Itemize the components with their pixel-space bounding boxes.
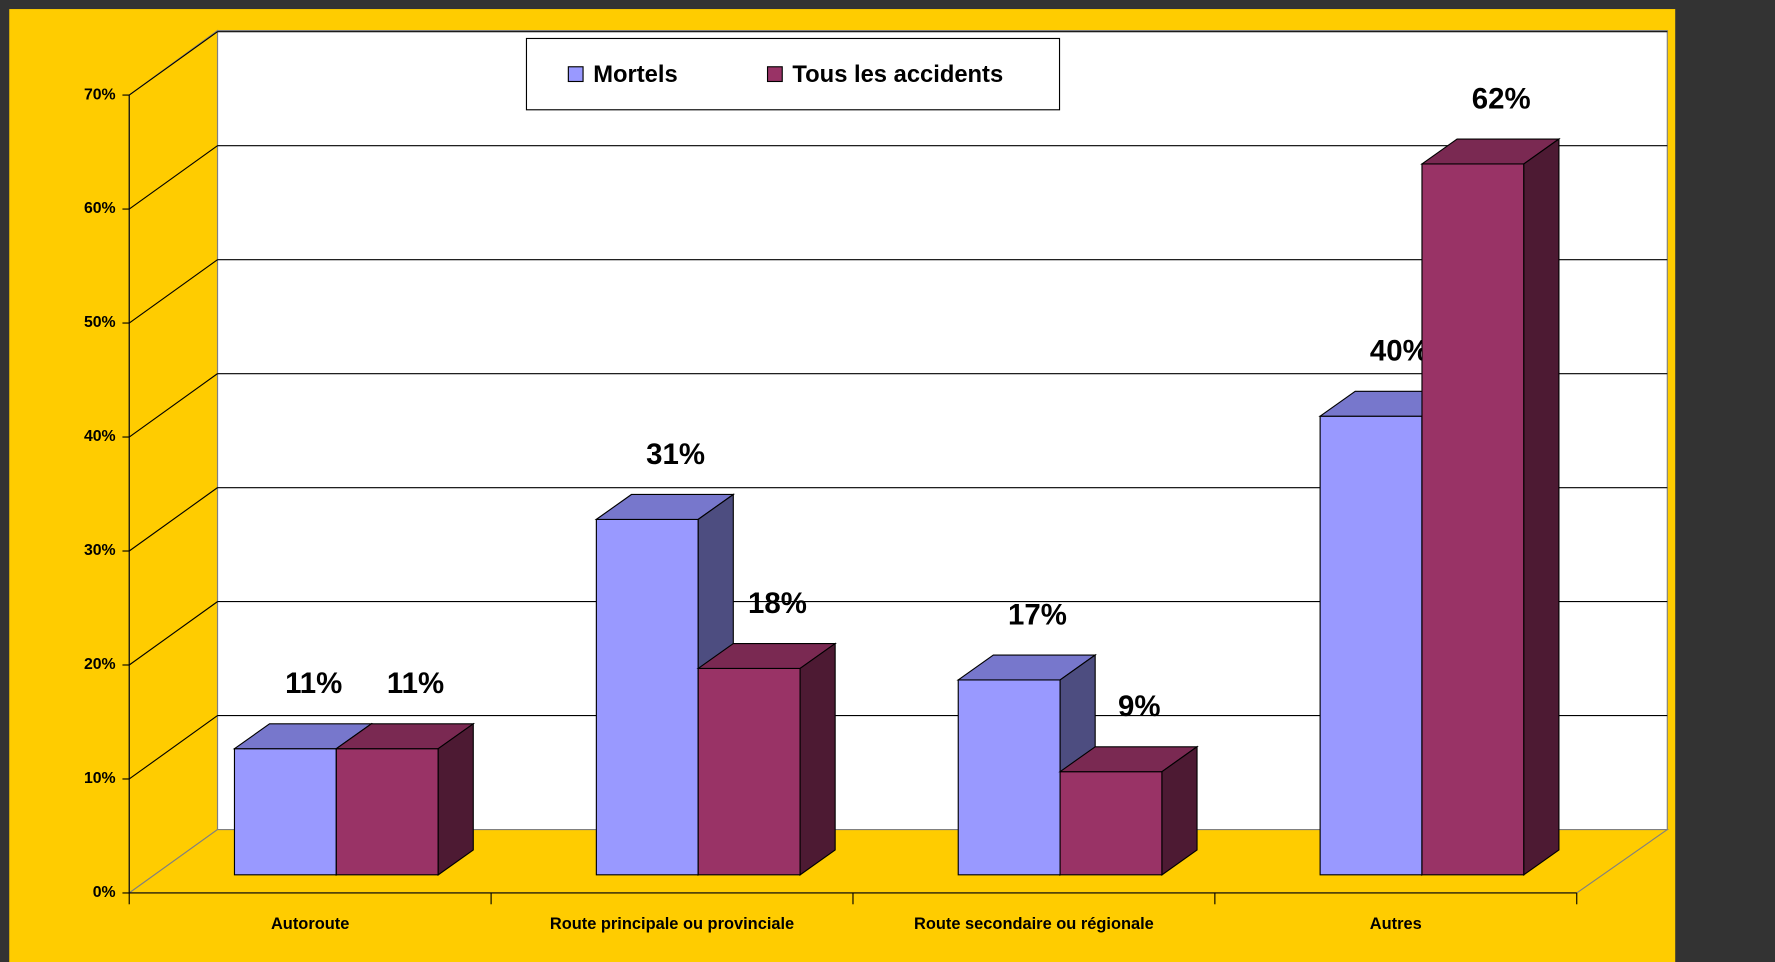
bar-side [799,642,836,876]
legend-label: Mortels [593,61,677,88]
grid-line [128,601,218,666]
side-wall [128,29,219,895]
bar [334,722,476,876]
plot-area [127,29,1670,895]
x-tick-label: Route secondaire ou régionale [914,915,1154,933]
legend [525,37,1061,111]
y-tick-label: 30% [84,542,116,559]
bar-front [1059,771,1163,876]
y-tick-label: 40% [84,428,116,445]
bar-front [595,518,699,876]
data-label: 18% [748,587,807,620]
x-tick-label: Autres [1370,915,1422,933]
data-label: 40% [1370,335,1429,368]
y-tick-label: 70% [84,86,116,103]
grid-line [128,31,218,96]
y-tick-label: 60% [84,200,116,217]
bar-side [437,722,474,876]
grid-line [128,487,218,552]
y-tick-label: 50% [84,314,116,331]
bar-front [697,667,801,876]
legend-swatch [567,66,584,83]
bar-side [1523,137,1560,876]
data-label: 31% [646,438,705,471]
bar-front [957,679,1061,876]
bar-front [335,748,439,876]
bar-front [1319,415,1423,876]
bar-side [1161,745,1198,876]
data-label: 11% [285,667,342,700]
x-tick-label: Autoroute [271,915,349,933]
legend-label: Tous les accidents [792,61,1003,88]
grid-line [128,715,218,780]
data-label: 62% [1472,82,1531,115]
grid-line [128,145,218,210]
x-tick-label: Route principale ou provinciale [550,915,794,933]
grid-line [128,259,218,324]
y-tick-label: 0% [93,884,116,901]
bar [1420,137,1561,876]
bar-front [233,748,337,876]
bar-front [1421,163,1525,876]
data-label: 17% [1008,598,1067,631]
data-label: 9% [1118,690,1161,723]
data-label: 11% [387,667,444,700]
y-tick-label: 10% [84,770,116,787]
bar [696,642,837,876]
legend-swatch [766,66,783,83]
y-tick-label: 20% [84,656,116,673]
grid-line [128,373,218,438]
bar [1058,745,1199,876]
